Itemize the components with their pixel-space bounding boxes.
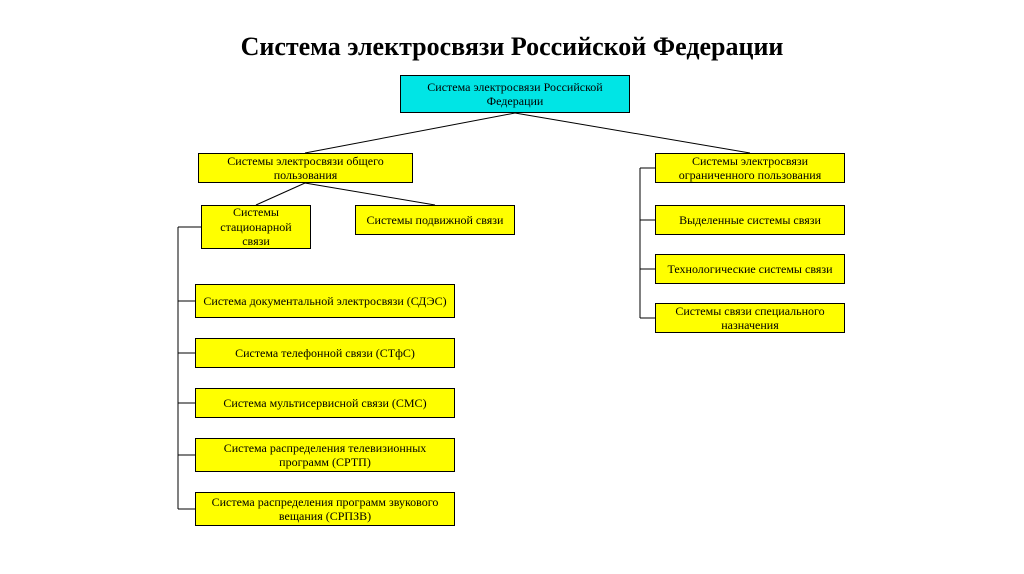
- node-label: Система распределения программ звукового…: [202, 495, 448, 524]
- node-label: Системы подвижной связи: [367, 213, 504, 227]
- node-srtp: Система распределения телевизионных прог…: [195, 438, 455, 472]
- node-sms: Система мультисервисной связи (СМС): [195, 388, 455, 418]
- node-label: Выделенные системы связи: [679, 213, 821, 227]
- node-label: Системы электросвязи ограниченного польз…: [662, 154, 838, 183]
- node-sdes: Система документальной электросвязи (СДЭ…: [195, 284, 455, 318]
- node-special: Системы связи специального назначения: [655, 303, 845, 333]
- node-label: Системы стационарной связи: [208, 205, 304, 248]
- node-restricted-systems: Системы электросвязи ограниченного польз…: [655, 153, 845, 183]
- node-root: Система электросвязи Российской Федераци…: [400, 75, 630, 113]
- node-stationary: Системы стационарной связи: [201, 205, 311, 249]
- node-stfs: Система телефонной связи (СТфС): [195, 338, 455, 368]
- node-label: Система телефонной связи (СТфС): [235, 346, 415, 360]
- node-label: Система документальной электросвязи (СДЭ…: [203, 294, 446, 308]
- node-label: Системы связи специального назначения: [662, 304, 838, 333]
- node-mobile: Системы подвижной связи: [355, 205, 515, 235]
- node-label: Системы электросвязи общего пользования: [205, 154, 406, 183]
- node-label: Технологические системы связи: [667, 262, 832, 276]
- node-label: Система распределения телевизионных прог…: [202, 441, 448, 470]
- node-srpzv: Система распределения программ звукового…: [195, 492, 455, 526]
- node-root-label: Система электросвязи Российской Федераци…: [407, 80, 623, 109]
- node-public-systems: Системы электросвязи общего пользования: [198, 153, 413, 183]
- node-technological: Технологические системы связи: [655, 254, 845, 284]
- node-label: Система мультисервисной связи (СМС): [223, 396, 426, 410]
- page-title: Система электросвязи Российской Федераци…: [0, 32, 1024, 62]
- node-dedicated: Выделенные системы связи: [655, 205, 845, 235]
